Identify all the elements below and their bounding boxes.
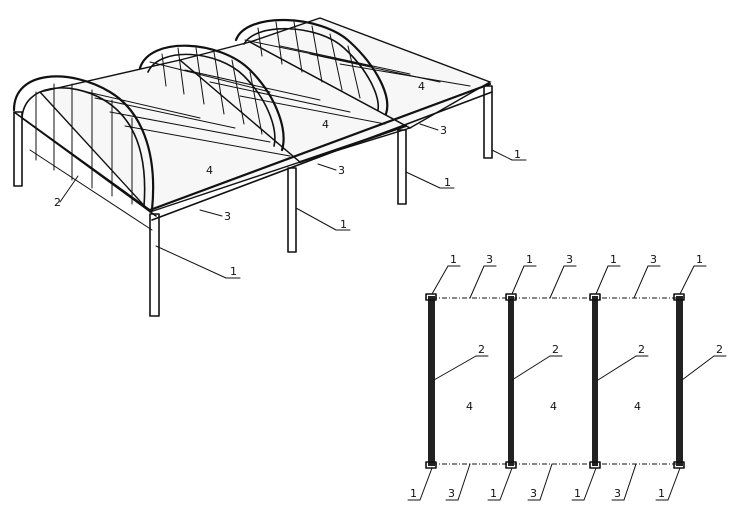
plan-bottom-leaders [407,463,681,501]
arch-frame-c [234,18,389,116]
plan-bottom-label-6: 3 [614,487,621,500]
arch-frame-b [138,44,285,152]
legs [13,85,493,317]
plan-side-label-4: 2 [716,343,723,356]
plan-bottom-label-5: 1 [574,487,581,500]
plan-columns [425,293,685,469]
plan-top-leaders [431,265,707,299]
plan-bay-label-1: 4 [466,400,473,413]
plan-bottom-label-1: 1 [410,487,417,500]
plan-top-label-1: 1 [450,253,457,266]
plan-bottom-label-7: 1 [658,487,665,500]
leg-back-mid [397,129,407,205]
side-frame [13,111,157,231]
leg-front-mid [287,167,297,253]
plan-top-label-6: 3 [650,253,657,266]
leg-back-left [13,111,23,187]
plan-view: 1 3 1 3 1 3 1 2 2 2 2 4 4 4 1 [407,253,727,501]
plan-top-label-2: 3 [486,253,493,266]
arch-frame-a [12,75,155,212]
plan-top-label-3: 1 [526,253,533,266]
perspective-view: 1 1 1 1 2 3 3 3 4 4 4 [12,17,527,317]
label-leg-back-right: 1 [514,148,521,161]
label-roof-c: 4 [418,80,425,93]
roof-panel-c [248,17,492,129]
plan-bay-label-3: 4 [634,400,641,413]
plan-bottom-label-2: 3 [448,487,455,500]
plan-top-label-5: 1 [610,253,617,266]
plan-frame-1 [428,296,435,466]
roof-bracing [69,39,471,157]
plan-frame-4 [676,296,683,466]
perspective-leaders [59,123,527,279]
plan-side-leaders [433,355,727,381]
label-leg-back-mid: 1 [444,176,451,189]
plan-frame-2 [508,296,514,466]
label-beam-back: 3 [440,124,447,137]
label-beam-front: 3 [224,210,231,223]
plan-top-label-7: 1 [696,253,703,266]
label-leg-front-left: 1 [230,265,237,278]
plan-side-label-2: 2 [552,343,559,356]
label-leg-front-mid: 1 [340,218,347,231]
label-beam-mid: 3 [338,164,345,177]
plan-bottom-label-4: 3 [530,487,537,500]
plan-frame-3 [592,296,598,466]
leg-front-left [149,213,160,317]
plan-top-label-4: 3 [566,253,573,266]
plan-bottom-label-3: 1 [490,487,497,500]
eave-beams [148,82,493,221]
plan-bay-label-2: 4 [550,400,557,413]
label-side-frame: 2 [54,196,61,209]
label-roof-a: 4 [206,164,213,177]
leg-back-right [483,85,493,159]
plan-side-label-1: 2 [478,343,485,356]
plan-side-label-3: 2 [638,343,645,356]
label-roof-b: 4 [322,118,329,131]
